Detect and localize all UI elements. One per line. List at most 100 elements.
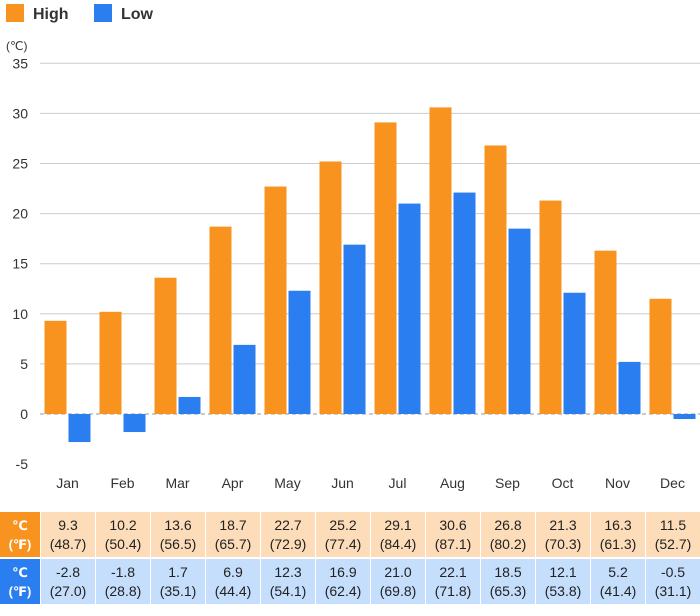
celsius-value: 22.1: [439, 564, 467, 580]
bars: [44, 107, 696, 443]
celsius-value: 12.3: [274, 564, 302, 580]
low-cell-aug: 22.1 (71.8): [425, 557, 480, 604]
legend-swatch-high: [6, 4, 24, 22]
temperature-table: ℃ (℉) 9.3 (48.7) 10.2 (50.4) 13.6 (56.5) 18.7 (…: [0, 512, 700, 604]
high-cell-aug: 30.6 (87.1): [425, 512, 480, 557]
high-cell-dec: 11.5 (52.7): [645, 512, 700, 557]
low-cell-nov: 5.2 (41.4): [590, 557, 645, 604]
celsius-value: 10.2: [109, 517, 137, 533]
high-row: ℃ (℉) 9.3 (48.7) 10.2 (50.4) 13.6 (56.5) 18.7 (…: [0, 512, 700, 557]
celsius-value: 18.5: [494, 564, 522, 580]
legend-label-high: High: [33, 6, 69, 23]
x-tick-label: Aug: [440, 475, 465, 491]
fahrenheit-value: (28.8): [104, 583, 142, 599]
high-cell-mar: 13.6 (56.5): [150, 512, 205, 557]
fahrenheit-value: (72.9): [269, 536, 307, 552]
celsius-value: 30.6: [439, 517, 467, 533]
fahrenheit-value: (41.4): [599, 583, 637, 599]
fahrenheit-value: (52.7): [654, 536, 692, 552]
high-cell-feb: 10.2 (50.4): [95, 512, 150, 557]
celsius-value: 13.6: [164, 517, 192, 533]
fahrenheit-value: (27.0): [49, 583, 87, 599]
x-tick-label: Sep: [495, 475, 520, 491]
celsius-value: 16.3: [604, 517, 632, 533]
bar-low-mar: [178, 396, 201, 414]
y-tick-label: 15: [12, 256, 28, 272]
bar-high-may: [264, 186, 287, 414]
celsius-value: 11.5: [659, 517, 687, 533]
high-cell-apr: 18.7 (65.7): [205, 512, 260, 557]
celsius-value: 6.9: [223, 564, 243, 580]
celsius-value: 12.1: [549, 564, 577, 580]
bar-high-oct: [539, 200, 562, 414]
bar-high-feb: [99, 311, 122, 414]
celsius-value: 22.7: [274, 517, 302, 533]
x-tick-label: Jul: [389, 475, 407, 491]
bar-high-nov: [594, 250, 617, 414]
fahrenheit-value: (65.3): [489, 583, 527, 599]
low-cell-apr: 6.9 (44.4): [205, 557, 260, 604]
x-tick-label: Oct: [552, 475, 574, 491]
celsius-value: 1.7: [168, 564, 188, 580]
low-cell-jul: 21.0 (69.8): [370, 557, 425, 604]
celsius-value: 26.8: [494, 517, 522, 533]
unit-fahrenheit: (℉): [8, 584, 32, 599]
fahrenheit-value: (65.7): [214, 536, 252, 552]
x-tick-label: May: [274, 475, 300, 491]
bar-high-jan: [44, 320, 67, 414]
bar-high-sep: [484, 145, 507, 415]
low-cell-sep: 18.5 (65.3): [480, 557, 535, 604]
celsius-value: 21.3: [549, 517, 577, 533]
legend-label-low: Low: [121, 6, 154, 23]
x-axis-ticks: Jan Feb Mar Apr May Jun Jul Aug Sep Oct Nov Dec: [56, 475, 685, 491]
celsius-value: 25.2: [329, 517, 357, 533]
low-cell-jun: 16.9 (62.4): [315, 557, 370, 604]
bar-high-dec: [649, 298, 672, 414]
celsius-value: 21.0: [384, 564, 412, 580]
fahrenheit-value: (50.4): [104, 536, 142, 552]
celsius-value: -0.5: [660, 564, 686, 580]
x-tick-label: Jun: [331, 475, 354, 491]
fahrenheit-value: (61.3): [599, 536, 637, 552]
bar-high-jun: [319, 161, 342, 414]
bar-high-mar: [154, 277, 177, 414]
bar-high-apr: [209, 226, 232, 414]
temperature-bar-chart: High Low (℃) -5 0 5 10 15 20 25 30 35 Jan Feb Mar Ap…: [6, 4, 700, 491]
fahrenheit-value: (69.8): [379, 583, 417, 599]
celsius-value: 9.3: [58, 517, 78, 533]
y-tick-label: 35: [12, 55, 28, 71]
x-tick-label: Dec: [660, 475, 685, 491]
unit-fahrenheit: (℉): [8, 537, 32, 552]
celsius-value: 18.7: [219, 517, 247, 533]
low-cell-mar: 1.7 (35.1): [150, 557, 205, 604]
bar-high-aug: [429, 107, 452, 414]
fahrenheit-value: (54.1): [269, 583, 307, 599]
low-unit-cell: ℃ (℉): [0, 557, 40, 604]
y-tick-label: -5: [16, 456, 29, 472]
unit-celsius: ℃: [12, 518, 28, 533]
bar-low-apr: [233, 344, 256, 414]
fahrenheit-value: (31.1): [654, 583, 692, 599]
fahrenheit-value: (56.5): [159, 536, 197, 552]
bar-low-jun: [343, 244, 366, 414]
fahrenheit-value: (70.3): [544, 536, 582, 552]
y-tick-label: 5: [20, 356, 28, 372]
x-tick-label: Mar: [165, 475, 189, 491]
fahrenheit-value: (87.1): [434, 536, 472, 552]
fahrenheit-value: (44.4): [214, 583, 252, 599]
y-tick-label: 10: [12, 306, 28, 322]
low-cell-feb: -1.8 (28.8): [95, 557, 150, 604]
fahrenheit-value: (71.8): [434, 583, 472, 599]
y-tick-label: 20: [12, 206, 28, 222]
celsius-value: 29.1: [384, 517, 412, 533]
x-tick-label: Nov: [605, 475, 630, 491]
bar-low-oct: [563, 292, 586, 414]
bar-low-sep: [508, 228, 531, 414]
low-cell-oct: 12.1 (53.8): [535, 557, 590, 604]
fahrenheit-value: (80.2): [489, 536, 527, 552]
bar-low-jan: [68, 414, 91, 443]
x-tick-label: Feb: [110, 475, 134, 491]
x-tick-label: Apr: [222, 475, 244, 491]
celsius-value: -2.8: [55, 564, 81, 580]
high-cell-jun: 25.2 (77.4): [315, 512, 370, 557]
